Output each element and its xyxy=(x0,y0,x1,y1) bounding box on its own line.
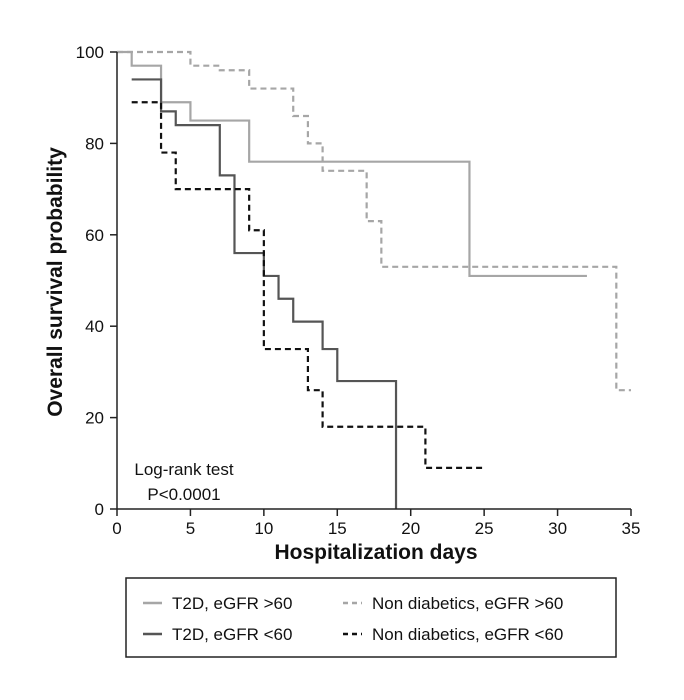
y-axis-title: Overall survival probability xyxy=(44,147,67,417)
y-tick-label: 100 xyxy=(76,43,104,62)
x-tick-label: 10 xyxy=(254,519,273,538)
y-tick-label: 80 xyxy=(85,134,104,153)
series-line-4 xyxy=(131,101,485,469)
x-tick-label: 5 xyxy=(186,519,195,538)
legend-label-t2d-high: T2D, eGFR >60 xyxy=(172,594,292,613)
x-tick-label: 20 xyxy=(401,519,420,538)
axes: 0 5 10 15 20 25 30 35 0 20 40 60 80 100 xyxy=(76,43,641,538)
y-tick-label: 40 xyxy=(85,317,104,336)
x-tick-label: 30 xyxy=(548,519,567,538)
logrank-annotation-line2: P<0.0001 xyxy=(147,485,220,504)
x-axis-title: Hospitalization days xyxy=(274,541,477,564)
x-tick-label: 0 xyxy=(112,519,121,538)
legend-box xyxy=(125,577,617,658)
y-tick-label: 60 xyxy=(85,226,104,245)
y-tick-label: 20 xyxy=(85,409,104,428)
series-line-2 xyxy=(117,50,631,392)
legend: T2D, eGFR >60 Non diabetics, eGFR >60 T2… xyxy=(125,577,617,658)
plot-area xyxy=(117,50,631,509)
x-tick-label: 35 xyxy=(622,519,641,538)
y-tick-label: 0 xyxy=(95,500,104,519)
legend-label-nondiabetic-low: Non diabetics, eGFR <60 xyxy=(372,625,563,644)
series-line-1 xyxy=(117,50,587,278)
legend-label-t2d-low: T2D, eGFR <60 xyxy=(172,625,292,644)
x-tick-label: 25 xyxy=(475,519,494,538)
legend-label-nondiabetic-high: Non diabetics, eGFR >60 xyxy=(372,594,563,613)
logrank-annotation-line1: Log-rank test xyxy=(134,460,233,479)
x-tick-label: 15 xyxy=(328,519,347,538)
